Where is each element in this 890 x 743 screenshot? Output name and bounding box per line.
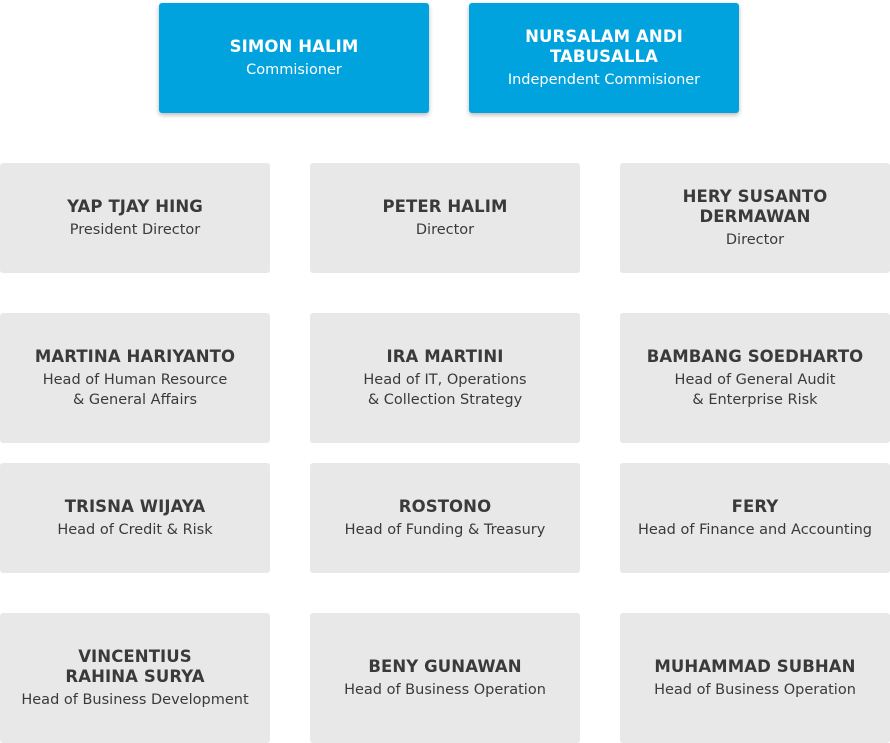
person-role: Head of Funding & Treasury: [344, 521, 546, 538]
person-name: BAMBANG SOEDHARTO: [646, 346, 864, 366]
person-role: Head of Business Operation: [344, 681, 546, 698]
person-role: Head of Business Development: [21, 691, 249, 708]
person-role: Head of IT, Operations & Collection Stra…: [363, 371, 527, 408]
org-card-peter-halim: PETER HALIM Director: [310, 163, 580, 273]
person-role: Head of Business Operation: [654, 681, 856, 698]
person-name: MUHAMMAD SUBHAN: [654, 656, 856, 676]
org-card-trisna-wijaya: TRISNA WIJAYA Head of Credit & Risk: [0, 463, 270, 573]
person-role: Head of General Audit & Enterprise Risk: [674, 371, 836, 408]
person-name: HERY SUSANTO DERMAWAN: [682, 186, 828, 226]
person-role: Head of Credit & Risk: [57, 521, 213, 538]
person-name: YAP TJAY HING: [67, 196, 203, 216]
person-role: President Director: [69, 221, 201, 238]
org-card-bambang-soedharto: BAMBANG SOEDHARTO Head of General Audit …: [620, 313, 890, 443]
org-card-ira-martini: IRA MARTINI Head of IT, Operations & Col…: [310, 313, 580, 443]
person-name: ROSTONO: [398, 496, 492, 516]
person-name: FERY: [731, 496, 779, 516]
person-name: MARTINA HARIYANTO: [34, 346, 236, 366]
org-card-rostono: ROSTONO Head of Funding & Treasury: [310, 463, 580, 573]
person-role: Director: [415, 221, 475, 238]
person-name: BENY GUNAWAN: [368, 656, 522, 676]
person-role: Head of Finance and Accounting: [637, 521, 873, 538]
person-role: Head of Human Resource & General Affairs: [42, 371, 228, 408]
person-role: Independent Commisioner: [507, 71, 701, 88]
person-role: Director: [725, 231, 785, 248]
org-card-martina-hariyanto: MARTINA HARIYANTO Head of Human Resource…: [0, 313, 270, 443]
org-card-yap-tjay-hing: YAP TJAY HING President Director: [0, 163, 270, 273]
person-name: SIMON HALIM: [229, 36, 359, 56]
person-name: PETER HALIM: [382, 196, 508, 216]
org-card-muhammad-subhan: MUHAMMAD SUBHAN Head of Business Operati…: [620, 613, 890, 743]
person-name: VINCENTIUS RAHINA SURYA: [65, 646, 205, 686]
org-card-fery: FERY Head of Finance and Accounting: [620, 463, 890, 573]
org-card-simon-halim: SIMON HALIM Commisioner: [159, 3, 429, 113]
person-name: NURSALAM ANDI TABUSALLA: [525, 26, 683, 66]
org-card-beny-gunawan: BENY GUNAWAN Head of Business Operation: [310, 613, 580, 743]
org-card-nursalam-andi-tabusalla: NURSALAM ANDI TABUSALLA Independent Comm…: [469, 3, 739, 113]
org-card-hery-susanto-dermawan: HERY SUSANTO DERMAWAN Director: [620, 163, 890, 273]
org-card-vincentius-rahina-surya: VINCENTIUS RAHINA SURYA Head of Business…: [0, 613, 270, 743]
person-name: IRA MARTINI: [386, 346, 504, 366]
person-role: Commisioner: [246, 61, 342, 78]
person-name: TRISNA WIJAYA: [64, 496, 206, 516]
